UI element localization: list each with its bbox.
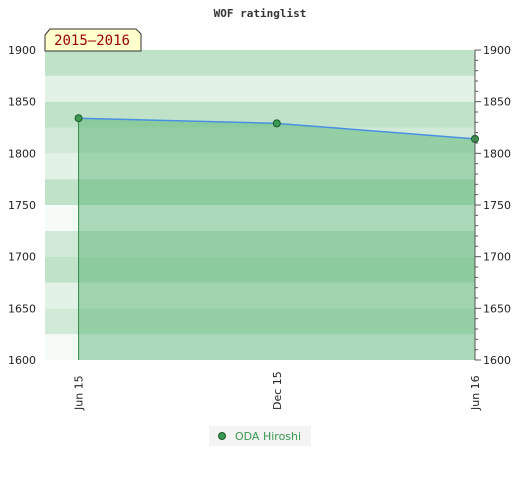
background-band xyxy=(45,230,475,257)
right-tick-label: 1600 xyxy=(483,354,511,367)
data-point xyxy=(74,114,83,123)
season-badge-label: 2015–2016 xyxy=(54,33,130,49)
data-point xyxy=(272,119,281,128)
background-band xyxy=(45,153,475,180)
plot-area xyxy=(78,118,475,360)
season-badge-box[interactable] xyxy=(44,28,142,52)
background-band xyxy=(45,256,475,283)
background-band xyxy=(45,75,475,102)
left-tick-label: 1900 xyxy=(8,44,36,57)
legend-box[interactable] xyxy=(209,426,311,446)
left-tick-label: 1850 xyxy=(8,96,36,109)
x-tick-label: Dec 15 xyxy=(271,371,284,410)
legend-marker-icon xyxy=(218,432,226,440)
left-y-axis: 1600 1650 1700 1750 1800 1850 1900 xyxy=(8,44,36,367)
right-tick-label: 1750 xyxy=(483,199,511,212)
background-band xyxy=(45,179,475,205)
left-tick-label: 1600 xyxy=(8,354,36,367)
background-band xyxy=(45,127,475,154)
right-tick-label: 1900 xyxy=(483,44,511,57)
left-tick-label: 1750 xyxy=(8,199,36,212)
background-band xyxy=(45,334,475,360)
legend-series-name: ODA Hiroshi xyxy=(235,430,301,443)
right-tick-label: 1700 xyxy=(483,251,511,264)
left-tick-label: 1700 xyxy=(8,251,36,264)
chart-title: WOF ratinglist xyxy=(214,7,307,20)
season-badge[interactable]: 2015–2016 xyxy=(44,28,142,52)
right-y-axis: 1600 1650 1700 1750 1800 1850 1900 xyxy=(474,44,511,367)
x-tick-label: Jun 16 xyxy=(469,375,482,411)
background-band xyxy=(45,308,475,335)
background-band xyxy=(45,282,475,309)
background-band xyxy=(45,50,475,76)
right-tick-label: 1850 xyxy=(483,96,511,109)
rating-area xyxy=(78,118,475,360)
background-band xyxy=(45,205,475,231)
legend[interactable]: ODA Hiroshi xyxy=(209,426,311,446)
right-tick-label: 1650 xyxy=(483,302,511,315)
x-axis: Jun 15 Dec 15 Jun 16 xyxy=(73,371,482,411)
right-tick-label: 1800 xyxy=(483,147,511,160)
x-tick-label: Jun 15 xyxy=(73,375,86,411)
left-tick-label: 1800 xyxy=(8,147,36,160)
left-tick-label: 1650 xyxy=(8,302,36,315)
